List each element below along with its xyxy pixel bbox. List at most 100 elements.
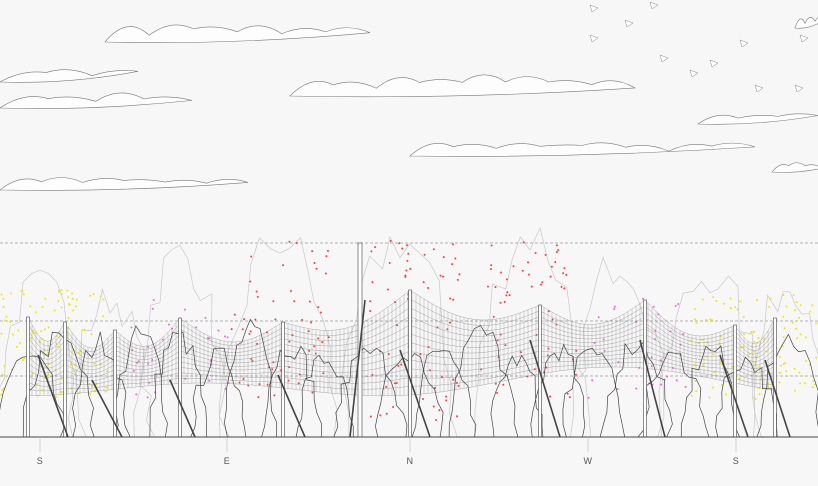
flower-dot [778, 355, 781, 358]
net-strand-horizontal [27, 317, 774, 360]
flower-dot [3, 319, 6, 322]
flower-dot [557, 249, 560, 252]
flower-dot [717, 342, 720, 345]
flower-dot [791, 321, 794, 324]
flower-dot [454, 257, 457, 260]
diagonal-brace [37, 354, 69, 438]
flower-dot [438, 409, 441, 412]
flower-dot [72, 309, 75, 312]
flower-dot [701, 338, 704, 341]
flower-dot [778, 381, 781, 384]
flower-dot [521, 269, 524, 272]
flower-dot [301, 318, 304, 321]
flower-dot [241, 328, 244, 331]
flower-dot [805, 336, 808, 339]
flower-dot [432, 248, 435, 251]
flower-dot [152, 299, 155, 302]
flower-dot [522, 241, 525, 244]
flower-dot [712, 296, 715, 299]
flower-dot [71, 297, 74, 300]
flower-dot [369, 310, 372, 313]
flower-dot [385, 385, 388, 388]
flower-dot [313, 345, 316, 348]
flower-dot [815, 322, 818, 325]
bird [709, 59, 719, 68]
flower-dot [695, 322, 698, 325]
height-guide-lines [0, 242, 818, 377]
flower-dot [458, 273, 461, 276]
flower-dot [406, 244, 409, 247]
flower-dot [311, 391, 314, 394]
flower-dot [224, 335, 227, 338]
flower-dot [785, 305, 788, 308]
cloud [771, 162, 818, 173]
net-strand-horizontal [27, 334, 774, 371]
flower-dot [811, 304, 814, 307]
flower-dot [75, 298, 78, 301]
flower-dot [130, 326, 133, 329]
flower-dot [204, 316, 207, 319]
flower-dot [53, 309, 56, 312]
flower-dot [41, 388, 44, 391]
flower-dot [748, 353, 751, 356]
flower-dot [490, 244, 493, 247]
flower-dot [30, 337, 33, 340]
flower-dot [67, 317, 70, 320]
flower-dot [768, 305, 771, 308]
flower-dot [815, 356, 818, 359]
flower-dot [99, 295, 102, 298]
flower-dot [540, 283, 543, 286]
flower-dot [565, 273, 568, 276]
label-west: W [583, 456, 593, 466]
flower-dot [60, 292, 63, 295]
flower-dot [29, 305, 32, 308]
flower-dot [274, 318, 277, 321]
flower-dot [136, 361, 139, 364]
background-tree [67, 288, 156, 438]
flower-dot [492, 315, 495, 318]
flower-dot [21, 359, 24, 362]
diagonal-brace [719, 354, 749, 438]
flower-dot [708, 396, 711, 399]
flower-dot [396, 324, 399, 327]
flower-dot [327, 336, 330, 339]
flower-dot [243, 318, 246, 321]
flower-dot [613, 307, 616, 310]
flower-dot [719, 335, 722, 338]
flower-dot [654, 329, 657, 332]
cloud [0, 177, 249, 191]
flower-dot [321, 341, 324, 344]
pole [281, 321, 285, 438]
cloud [289, 74, 636, 98]
flower-dot [308, 300, 311, 303]
poles [26, 242, 791, 438]
flower-dot [783, 327, 786, 330]
flower-dot [167, 323, 170, 326]
diagonal-brace [91, 379, 123, 438]
flower-dot [563, 267, 566, 270]
flower-dot [555, 251, 558, 254]
flower-dot [217, 329, 220, 332]
flower-dot [448, 321, 451, 324]
flower-dot [19, 341, 22, 344]
flower-dot [435, 418, 438, 421]
flower-dot [503, 300, 506, 303]
flower-dot [288, 340, 291, 343]
background-tree [570, 256, 664, 438]
flower-dot [282, 264, 285, 267]
cloud [0, 69, 139, 83]
flower-dot [560, 285, 563, 288]
cloud [104, 24, 371, 43]
flower-dot [442, 275, 445, 278]
flower-dot [60, 289, 63, 292]
flower-dot [750, 331, 753, 334]
flower-dot [66, 289, 69, 292]
bird [589, 34, 599, 43]
label-north: N [406, 456, 414, 466]
flower-dot [709, 318, 712, 321]
bird [689, 69, 699, 78]
flower-dot [641, 297, 644, 300]
flower-dot [547, 347, 550, 350]
bird [649, 1, 659, 10]
